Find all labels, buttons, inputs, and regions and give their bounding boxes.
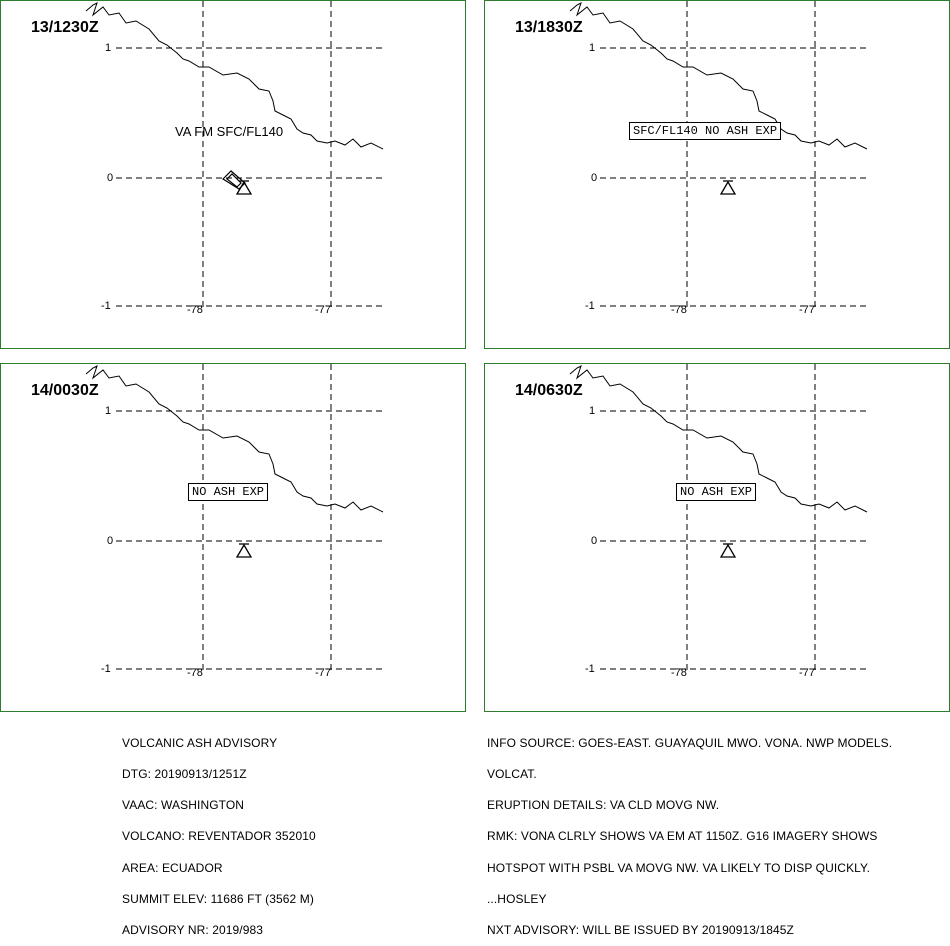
map-graphic-2 bbox=[569, 1, 868, 311]
advisory-summit-elev: SUMMIT ELEV: 11686 FT (3562 M) bbox=[122, 891, 314, 906]
lon-label-77: -77 bbox=[315, 667, 331, 679]
map-graphic-3 bbox=[85, 364, 384, 674]
map-graphic-1 bbox=[85, 1, 384, 311]
volcano-symbol bbox=[235, 543, 253, 558]
lat-label-0: 0 bbox=[591, 172, 598, 184]
forecast-panel-1: 13/1230Z 1 0 -1 -78 -77 VA FM SFC/FL140 bbox=[0, 0, 466, 349]
coastline bbox=[569, 2, 868, 150]
ash-annotation-box: NO ASH EXP bbox=[188, 483, 269, 501]
lat-label-1: 1 bbox=[589, 405, 596, 417]
coastline bbox=[85, 365, 384, 513]
advisory-volcano: VOLCANO: REVENTADOR 352010 bbox=[122, 829, 316, 844]
panel-time: 13/1830Z bbox=[515, 19, 583, 36]
lon-label-78: -78 bbox=[187, 304, 203, 316]
advisory-header-block: VOLCANIC ASH ADVISORY DTG: 20190913/1251… bbox=[122, 717, 316, 946]
lat-label-minus-1: -1 bbox=[101, 300, 111, 312]
advisory-dtg: DTG: 20190913/1251Z bbox=[122, 767, 247, 782]
lon-label-78: -78 bbox=[187, 667, 203, 679]
panel-time: 14/0630Z bbox=[515, 382, 583, 399]
lat-label-0: 0 bbox=[591, 535, 598, 547]
lon-label-77: -77 bbox=[799, 304, 815, 316]
advisory-remarks-cont: HOTSPOT WITH PSBL VA MOVG NW. VA LIKELY … bbox=[487, 860, 871, 875]
ash-annotation-box: NO ASH EXP bbox=[676, 483, 757, 501]
lat-label-1: 1 bbox=[105, 405, 112, 417]
volcano-symbol bbox=[719, 180, 737, 195]
ash-annotation: VA FM SFC/FL140 bbox=[175, 124, 284, 139]
advisory-eruption-details: ERUPTION DETAILS: VA CLD MOVG NW. bbox=[487, 798, 720, 813]
advisory-forecaster: ...HOSLEY bbox=[487, 891, 547, 906]
lat-label-0: 0 bbox=[107, 535, 114, 547]
lat-label-minus-1: -1 bbox=[101, 663, 111, 675]
advisory-title: VOLCANIC ASH ADVISORY bbox=[122, 735, 278, 750]
advisory-remarks: RMK: VONA CLRLY SHOWS VA EM AT 1150Z. G1… bbox=[487, 829, 878, 844]
forecast-panel-2: 13/1830Z 1 0 -1 -78 -77 SFC/FL140 NO ASH… bbox=[484, 0, 950, 349]
lat-label-0: 0 bbox=[107, 172, 114, 184]
lon-label-78: -78 bbox=[671, 667, 687, 679]
lat-label-minus-1: -1 bbox=[585, 300, 595, 312]
lon-label-77: -77 bbox=[799, 667, 815, 679]
lon-label-77: -77 bbox=[315, 304, 331, 316]
panel-time: 14/0030Z bbox=[31, 382, 99, 399]
advisory-info-source-cont: VOLCAT. bbox=[487, 767, 537, 782]
lon-label-78: -78 bbox=[671, 304, 687, 316]
volcano-symbol bbox=[719, 543, 737, 558]
forecast-panel-4: 14/0630Z 1 0 -1 -78 -77 NO ASH EXP bbox=[484, 363, 950, 712]
coastline bbox=[85, 2, 384, 150]
lat-label-1: 1 bbox=[589, 42, 596, 54]
advisory-area: AREA: ECUADOR bbox=[122, 860, 223, 875]
lat-label-1: 1 bbox=[105, 42, 112, 54]
advisory-next: NXT ADVISORY: WILL BE ISSUED BY 20190913… bbox=[487, 923, 794, 938]
advisory-details-block: INFO SOURCE: GOES-EAST. GUAYAQUIL MWO. V… bbox=[487, 717, 892, 946]
coastline bbox=[569, 365, 868, 513]
map-graphic-4 bbox=[569, 364, 868, 674]
advisory-info-source: INFO SOURCE: GOES-EAST. GUAYAQUIL MWO. V… bbox=[487, 735, 893, 750]
lat-label-minus-1: -1 bbox=[585, 663, 595, 675]
volcano-symbol bbox=[235, 180, 253, 195]
forecast-panel-3: 14/0030Z 1 0 -1 -78 -77 NO ASH EXP bbox=[0, 363, 466, 712]
advisory-vaac: VAAC: WASHINGTON bbox=[122, 798, 245, 813]
ash-annotation-box: SFC/FL140 NO ASH EXP bbox=[629, 122, 782, 140]
panel-time: 13/1230Z bbox=[31, 19, 99, 36]
advisory-number: ADVISORY NR: 2019/983 bbox=[122, 923, 264, 938]
